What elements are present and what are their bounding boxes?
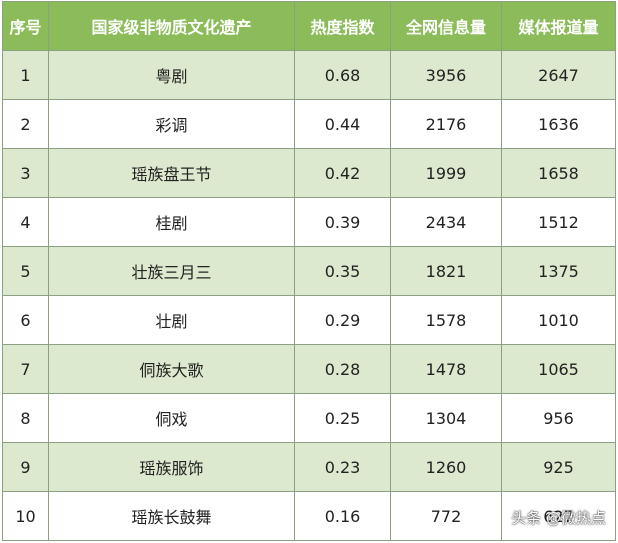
cell-heritage: 彩调 [48, 99, 295, 149]
cell-heat-index: 0.16 [294, 491, 391, 541]
table-row: 5 壮族三月三 0.35 1821 1375 [2, 246, 616, 296]
cell-heritage: 桂剧 [48, 197, 295, 247]
cell-index: 6 [2, 295, 49, 345]
cell-heritage: 瑶族服饰 [48, 442, 295, 492]
cell-heritage: 侗戏 [48, 393, 295, 443]
cell-media-reports: 1375 [501, 246, 616, 296]
cell-index: 8 [2, 393, 49, 443]
cell-index: 2 [2, 99, 49, 149]
cell-heat-index: 0.44 [294, 99, 391, 149]
cell-info-volume: 1478 [390, 344, 502, 394]
cell-heritage: 壮剧 [48, 295, 295, 345]
cell-media-reports: 1658 [501, 148, 616, 198]
cell-media-reports: 1010 [501, 295, 616, 345]
cell-heritage: 粤剧 [48, 50, 295, 100]
cell-media-reports: 1512 [501, 197, 616, 247]
header-row: 序号 国家级非物质文化遗产 热度指数 全网信息量 媒体报道量 [2, 1, 616, 51]
column-header-heritage: 国家级非物质文化遗产 [48, 1, 295, 51]
cell-heat-index: 0.39 [294, 197, 391, 247]
table-row: 6 壮剧 0.29 1578 1010 [2, 295, 616, 345]
table-row: 4 桂剧 0.39 2434 1512 [2, 197, 616, 247]
cell-info-volume: 1821 [390, 246, 502, 296]
cell-index: 5 [2, 246, 49, 296]
cell-info-volume: 1999 [390, 148, 502, 198]
cell-info-volume: 772 [390, 491, 502, 541]
cell-index: 3 [2, 148, 49, 198]
cell-media-reports: 925 [501, 442, 616, 492]
table-row: 9 瑶族服饰 0.23 1260 925 [2, 442, 616, 492]
cell-info-volume: 1578 [390, 295, 502, 345]
cell-media-reports: 956 [501, 393, 616, 443]
column-header-index: 序号 [2, 1, 49, 51]
cell-heat-index: 0.25 [294, 393, 391, 443]
cell-heat-index: 0.29 [294, 295, 391, 345]
cell-info-volume: 2176 [390, 99, 502, 149]
column-header-media-reports: 媒体报道量 [501, 1, 616, 51]
table-row: 1 粤剧 0.68 3956 2647 [2, 50, 616, 100]
table-row: 7 侗族大歌 0.28 1478 1065 [2, 344, 616, 394]
column-header-info-volume: 全网信息量 [390, 1, 502, 51]
watermark-label: 头条 @微热点 [511, 509, 606, 527]
table-row: 8 侗戏 0.25 1304 956 [2, 393, 616, 443]
cell-info-volume: 2434 [390, 197, 502, 247]
cell-heat-index: 0.23 [294, 442, 391, 492]
cell-heat-index: 0.68 [294, 50, 391, 100]
cell-index: 7 [2, 344, 49, 394]
table-row: 2 彩调 0.44 2176 1636 [2, 99, 616, 149]
cell-heritage: 瑶族长鼓舞 [48, 491, 295, 541]
cell-heritage: 侗族大歌 [48, 344, 295, 394]
cell-media-reports: 2647 [501, 50, 616, 100]
cell-heat-index: 0.28 [294, 344, 391, 394]
cell-media-reports: 1636 [501, 99, 616, 149]
cell-index: 1 [2, 50, 49, 100]
table-row: 3 瑶族盘王节 0.42 1999 1658 [2, 148, 616, 198]
cell-info-volume: 1304 [390, 393, 502, 443]
cell-heritage: 瑶族盘王节 [48, 148, 295, 198]
cell-info-volume: 1260 [390, 442, 502, 492]
cell-heritage: 壮族三月三 [48, 246, 295, 296]
table-row: 10 瑶族长鼓舞 0.16 772 627 [2, 491, 616, 541]
cell-media-reports: 1065 [501, 344, 616, 394]
cell-heat-index: 0.42 [294, 148, 391, 198]
cell-media-reports: 627 [501, 491, 616, 541]
column-header-heat-index: 热度指数 [294, 1, 391, 51]
cell-info-volume: 3956 [390, 50, 502, 100]
cell-index: 4 [2, 197, 49, 247]
cell-index: 9 [2, 442, 49, 492]
cell-heat-index: 0.35 [294, 246, 391, 296]
cell-index: 10 [2, 491, 49, 541]
